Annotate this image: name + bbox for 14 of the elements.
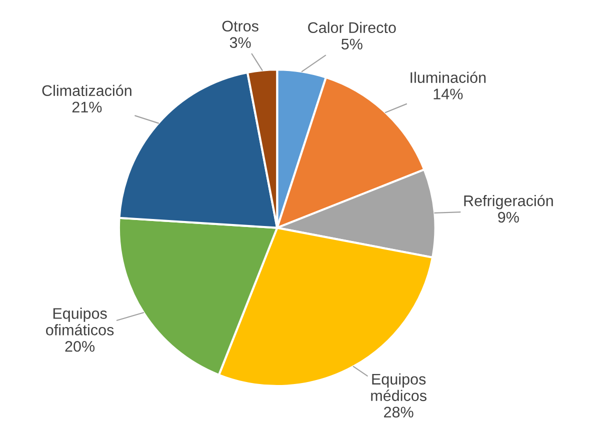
slice-label: Iluminación bbox=[410, 72, 486, 83]
data-label: 14% bbox=[434, 88, 463, 100]
slice-label: Refrigeración bbox=[464, 194, 553, 210]
slice-label: Equipos médicos bbox=[371, 373, 426, 402]
data-label: 5% bbox=[341, 38, 362, 50]
slice-label: Equipos ofimáticos bbox=[46, 308, 114, 336]
data-label: 20% bbox=[65, 340, 95, 352]
data-label: 9% bbox=[498, 212, 519, 223]
data-label: 3% bbox=[230, 37, 251, 48]
slice-label: Calor Directo bbox=[308, 22, 396, 34]
slice-label: Otros bbox=[222, 20, 258, 32]
data-label: 21% bbox=[72, 102, 102, 112]
slice-label: Climatización bbox=[42, 84, 132, 96]
data-label: 28% bbox=[384, 406, 414, 418]
